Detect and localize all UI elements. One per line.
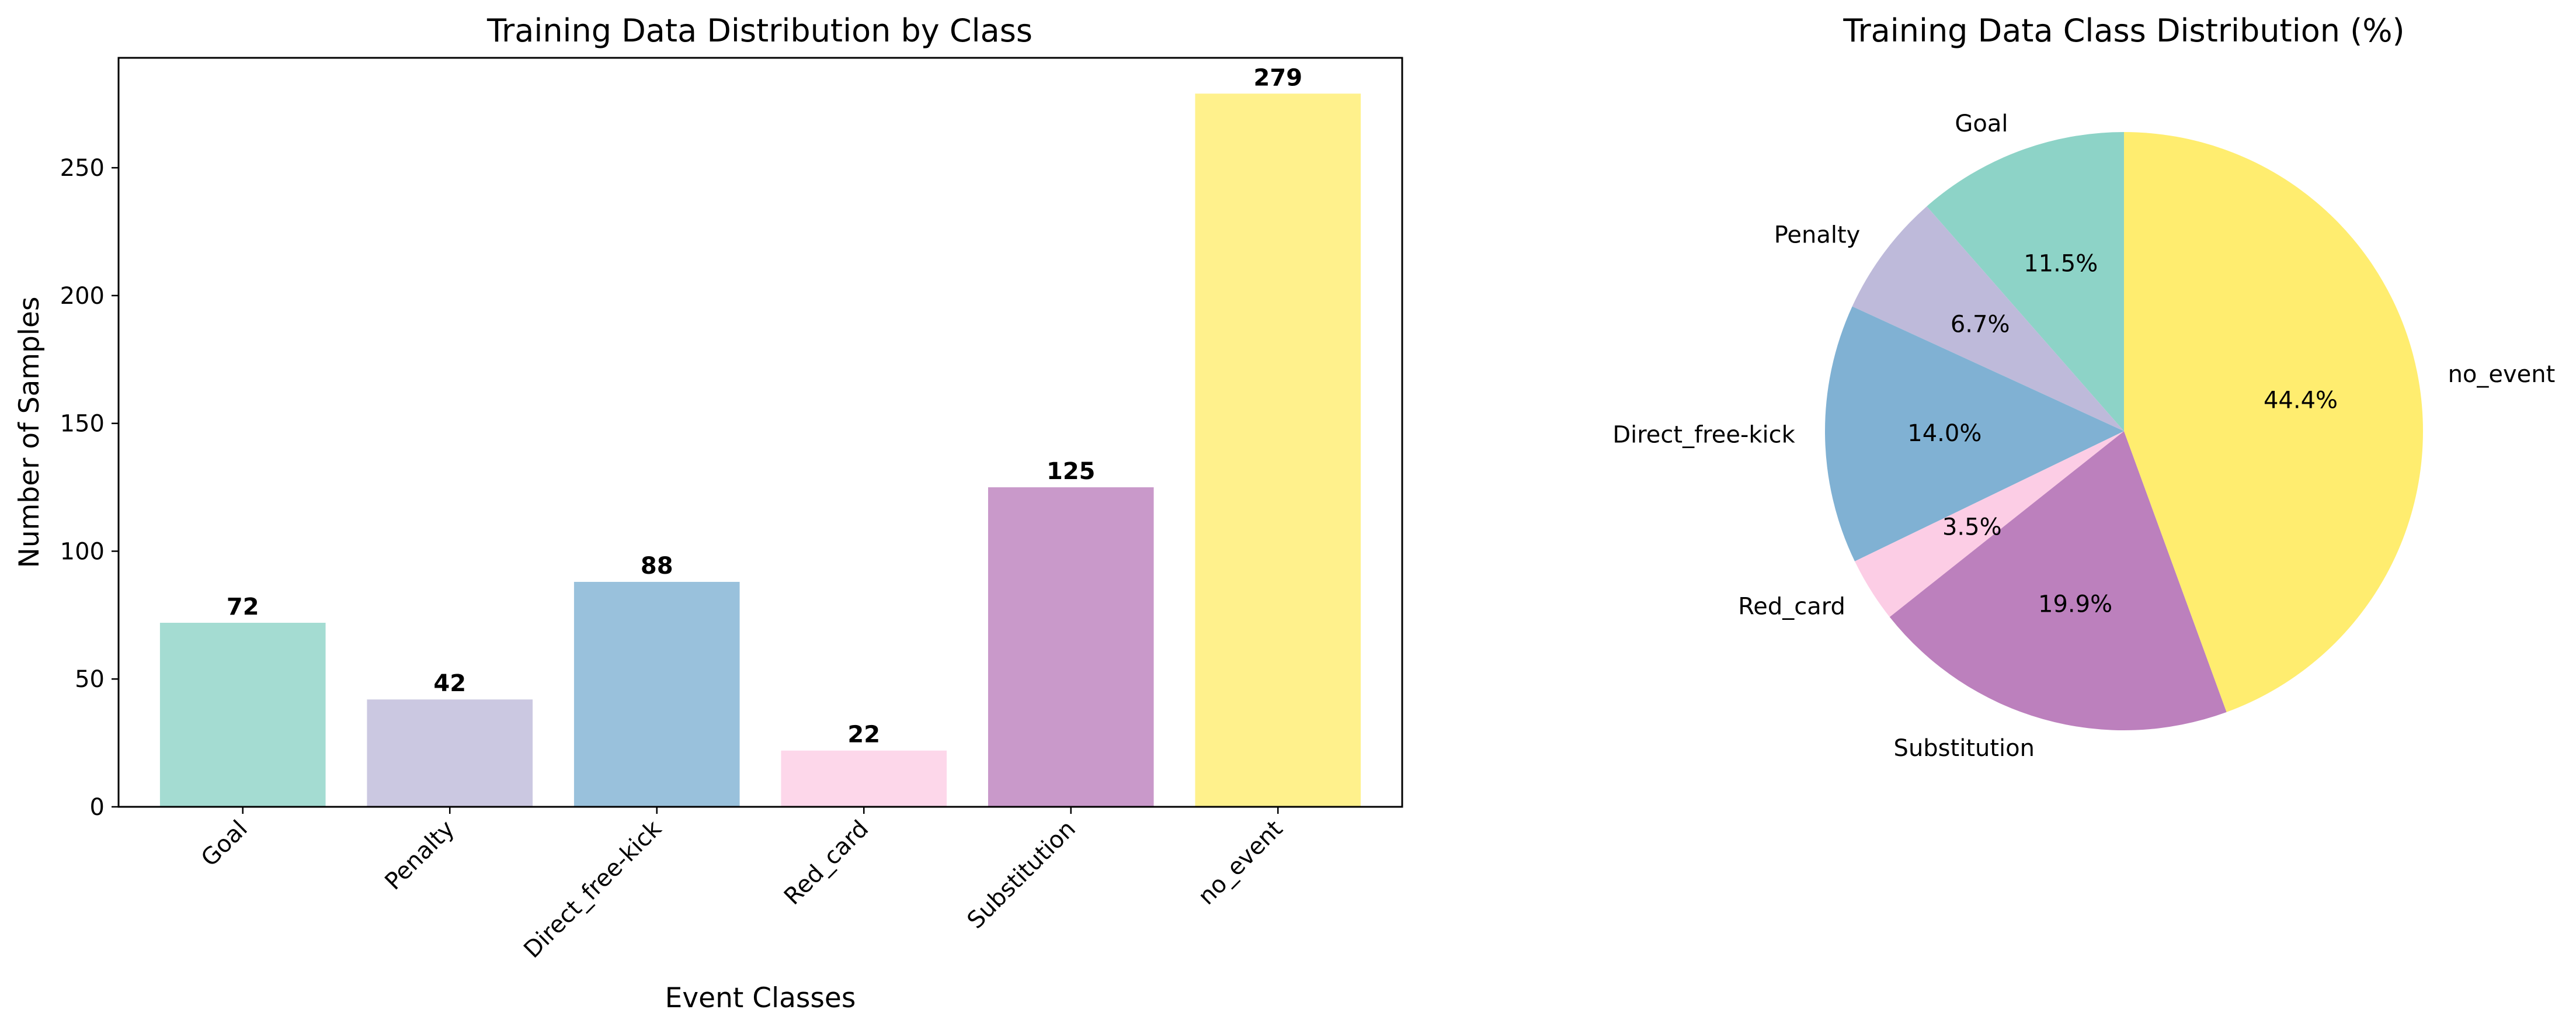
y-axis-label: Number of Samples	[13, 297, 46, 568]
bar-penalty	[367, 699, 533, 807]
pie-label-substitution: Substitution	[1894, 735, 2035, 762]
bar-no-event	[1195, 93, 1361, 807]
y-tick-label: 200	[60, 283, 105, 310]
y-tick-label: 250	[60, 155, 105, 182]
data-label-red-card: 22	[847, 722, 880, 748]
pie-label-direct-free-kick: Direct_free-kick	[1612, 422, 1795, 449]
pie-slice-no-event	[2124, 132, 2423, 712]
pie-slice-red-card	[1855, 431, 2124, 618]
bar-series	[159, 93, 1361, 807]
y-tick-label: 150	[60, 411, 105, 438]
pie-slices	[1825, 132, 2423, 730]
bar-data-labels: 72 42 88 22 125 279	[227, 64, 1302, 748]
pie-slice-penalty	[1852, 206, 2124, 431]
pie-chart-title: Training Data Class Distribution (%)	[1843, 12, 2404, 49]
data-label-substitution: 125	[1047, 458, 1096, 485]
pie-slice-substitution	[1889, 431, 2227, 730]
x-axis-label: Event Classes	[665, 982, 856, 1014]
y-tick-label: 100	[60, 538, 105, 565]
bar-goal	[159, 622, 326, 807]
pie-percent-no-event: 44.4%	[2264, 387, 2338, 414]
pie-label-penalty: Penalty	[1774, 222, 1861, 249]
y-tick-label: 50	[75, 666, 105, 693]
pie-chart: Training Data Class Distribution (%) Goa…	[1612, 12, 2555, 762]
data-label-goal: 72	[227, 594, 259, 620]
data-label-direct-free-kick: 88	[641, 553, 673, 580]
bar-substitution	[988, 487, 1154, 807]
bar-direct-free-kick	[573, 581, 740, 807]
pie-percent-labels: 11.5% 6.7% 14.0% 3.5% 19.9% 44.4%	[1907, 251, 2338, 618]
data-label-no-event: 279	[1254, 64, 1303, 91]
pie-labels: Goal Penalty Direct_free-kick Red_card Subst…	[1612, 110, 2555, 762]
y-axis: 0 50 100 150 200 250	[60, 155, 119, 821]
pie-label-no-event: no_event	[2448, 361, 2556, 388]
pie-percent-substitution: 19.9%	[2038, 591, 2112, 618]
plot-area-frame	[117, 57, 1403, 808]
pie-slice-goal	[1927, 132, 2124, 431]
pie-percent-red-card: 3.5%	[1942, 514, 2002, 540]
y-tick-label: 0	[90, 794, 105, 821]
pie-percent-penalty: 6.7%	[1951, 311, 2010, 338]
bar-red-card	[781, 750, 947, 807]
pie-label-red-card: Red_card	[1738, 593, 1845, 620]
data-label-penalty: 42	[433, 670, 466, 697]
pie-percent-direct-free-kick: 14.0%	[1907, 420, 1981, 447]
pie-label-goal: Goal	[1955, 110, 2008, 137]
pie-percent-goal: 11.5%	[2024, 251, 2098, 278]
bar-chart-title: Training Data Distribution by Class	[486, 12, 1033, 49]
pie-slice-direct-free-kick	[1825, 306, 2124, 561]
